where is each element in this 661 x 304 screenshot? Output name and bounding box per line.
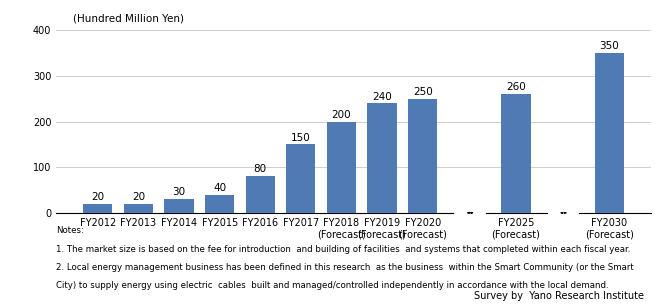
- Bar: [368, 103, 397, 213]
- Text: 350: 350: [600, 41, 619, 51]
- Text: 40: 40: [213, 183, 226, 193]
- Text: 240: 240: [372, 92, 392, 102]
- Bar: [595, 53, 624, 213]
- Text: 2. Local energy management business has been defined in this research  as the bu: 2. Local energy management business has …: [56, 263, 634, 272]
- Bar: [246, 176, 275, 213]
- Text: 150: 150: [291, 133, 311, 143]
- Text: (Hundred Million Yen): (Hundred Million Yen): [73, 14, 184, 24]
- Bar: [83, 204, 112, 213]
- Text: 250: 250: [412, 87, 432, 97]
- Text: 20: 20: [91, 192, 104, 202]
- Bar: [549, 213, 577, 216]
- Bar: [124, 204, 153, 213]
- Text: 1. The market size is based on the fee for introduction  and building of facilit: 1. The market size is based on the fee f…: [56, 245, 631, 254]
- Text: 200: 200: [332, 110, 351, 120]
- Bar: [408, 99, 438, 213]
- Text: 80: 80: [254, 164, 267, 174]
- Bar: [327, 122, 356, 213]
- Bar: [205, 195, 234, 213]
- Text: 20: 20: [132, 192, 145, 202]
- Bar: [286, 144, 315, 213]
- Text: Survey by  Yano Research Institute: Survey by Yano Research Institute: [475, 291, 644, 301]
- Bar: [165, 199, 194, 213]
- Bar: [502, 94, 531, 213]
- Text: Notes:: Notes:: [56, 226, 84, 236]
- Text: 30: 30: [173, 187, 186, 197]
- Text: City) to supply energy using electric  cables  built and managed/controlled inde: City) to supply energy using electric ca…: [56, 281, 609, 290]
- Text: 260: 260: [506, 82, 526, 92]
- Bar: [455, 213, 484, 216]
